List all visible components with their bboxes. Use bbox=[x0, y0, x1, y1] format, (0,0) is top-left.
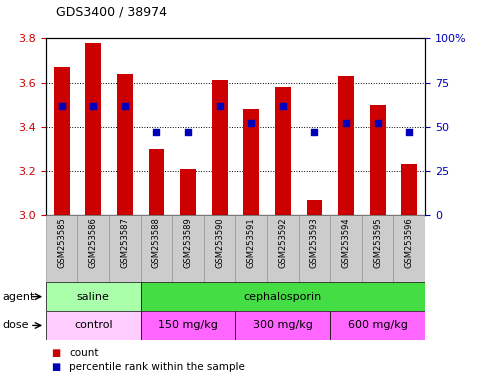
Bar bbox=[275, 87, 291, 215]
Bar bbox=[46, 215, 77, 282]
Text: GSM253588: GSM253588 bbox=[152, 217, 161, 268]
Bar bbox=[298, 215, 330, 282]
Text: GSM253593: GSM253593 bbox=[310, 217, 319, 268]
Bar bbox=[149, 149, 164, 215]
Text: 150 mg/kg: 150 mg/kg bbox=[158, 320, 218, 331]
Point bbox=[405, 129, 413, 135]
Bar bbox=[117, 74, 133, 215]
Text: GSM253591: GSM253591 bbox=[247, 217, 256, 268]
Bar bbox=[236, 311, 330, 340]
Bar bbox=[46, 282, 141, 311]
Text: agent: agent bbox=[2, 291, 35, 302]
Text: ■: ■ bbox=[51, 362, 60, 372]
Text: ■: ■ bbox=[51, 348, 60, 358]
Bar bbox=[141, 282, 425, 311]
Text: 300 mg/kg: 300 mg/kg bbox=[253, 320, 313, 331]
Bar bbox=[243, 109, 259, 215]
Bar bbox=[54, 67, 70, 215]
Text: control: control bbox=[74, 320, 113, 331]
Text: GSM253586: GSM253586 bbox=[89, 217, 98, 268]
Text: count: count bbox=[69, 348, 99, 358]
Bar bbox=[204, 215, 236, 282]
Text: GSM253590: GSM253590 bbox=[215, 217, 224, 268]
Point bbox=[311, 129, 318, 135]
Point bbox=[279, 103, 287, 109]
Bar bbox=[330, 215, 362, 282]
Bar bbox=[401, 164, 417, 215]
Text: GSM253594: GSM253594 bbox=[341, 217, 351, 268]
Point bbox=[153, 129, 160, 135]
Point bbox=[184, 129, 192, 135]
Text: GSM253596: GSM253596 bbox=[405, 217, 414, 268]
Bar bbox=[370, 104, 385, 215]
Text: GDS3400 / 38974: GDS3400 / 38974 bbox=[56, 5, 167, 18]
Bar bbox=[267, 215, 298, 282]
Point bbox=[89, 103, 97, 109]
Bar bbox=[338, 76, 354, 215]
Bar bbox=[330, 311, 425, 340]
Bar bbox=[394, 215, 425, 282]
Point bbox=[374, 120, 382, 126]
Bar bbox=[85, 43, 101, 215]
Bar bbox=[141, 215, 172, 282]
Point bbox=[247, 120, 255, 126]
Bar bbox=[180, 169, 196, 215]
Bar bbox=[141, 311, 236, 340]
Point bbox=[58, 103, 66, 109]
Point bbox=[216, 103, 224, 109]
Bar bbox=[212, 80, 227, 215]
Point bbox=[121, 103, 129, 109]
Text: percentile rank within the sample: percentile rank within the sample bbox=[69, 362, 245, 372]
Text: GSM253595: GSM253595 bbox=[373, 217, 382, 268]
Text: saline: saline bbox=[77, 291, 110, 302]
Text: 600 mg/kg: 600 mg/kg bbox=[348, 320, 408, 331]
Text: GSM253587: GSM253587 bbox=[120, 217, 129, 268]
Text: GSM253589: GSM253589 bbox=[184, 217, 193, 268]
Bar bbox=[307, 200, 322, 215]
Point bbox=[342, 120, 350, 126]
Text: cephalosporin: cephalosporin bbox=[244, 291, 322, 302]
Bar bbox=[362, 215, 394, 282]
Bar bbox=[77, 215, 109, 282]
Bar bbox=[236, 215, 267, 282]
Text: GSM253585: GSM253585 bbox=[57, 217, 66, 268]
Text: GSM253592: GSM253592 bbox=[278, 217, 287, 268]
Bar bbox=[109, 215, 141, 282]
Bar bbox=[46, 311, 141, 340]
Text: dose: dose bbox=[2, 320, 29, 331]
Bar bbox=[172, 215, 204, 282]
